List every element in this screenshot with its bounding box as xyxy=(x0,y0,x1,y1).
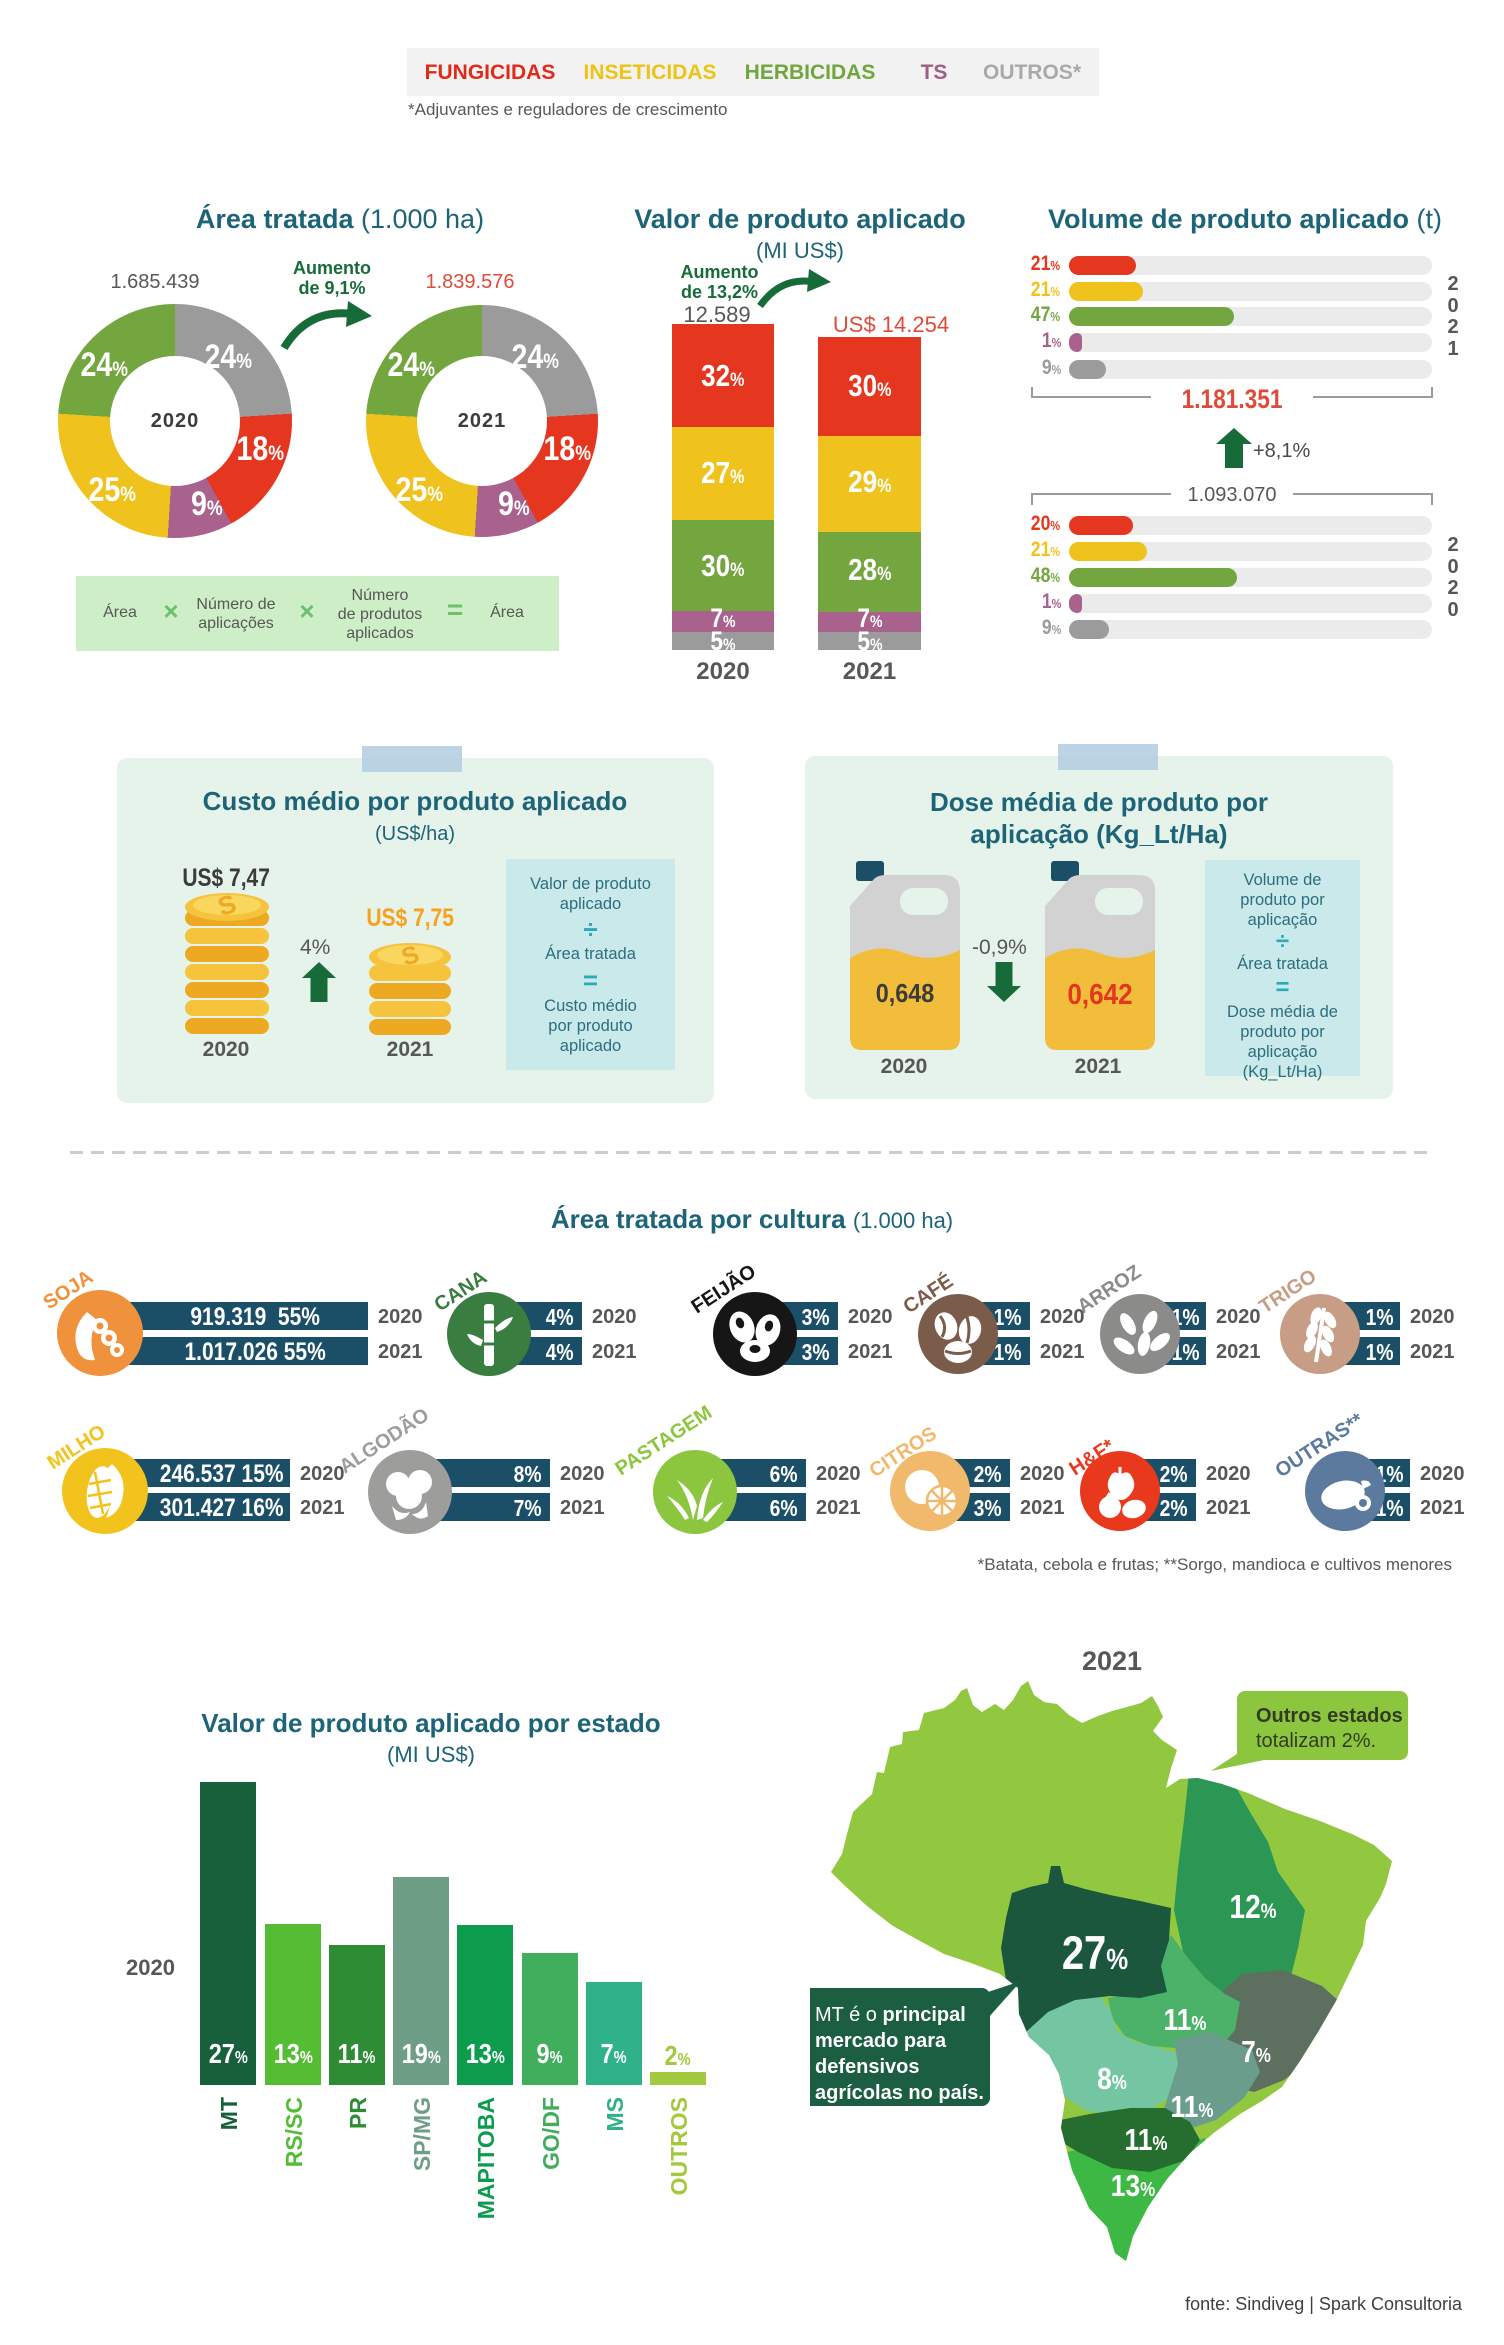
svg-text:0,648: 0,648 xyxy=(876,980,935,1008)
svg-text:0,642: 0,642 xyxy=(1067,978,1132,1011)
svg-text:27%: 27% xyxy=(1062,1928,1128,1980)
